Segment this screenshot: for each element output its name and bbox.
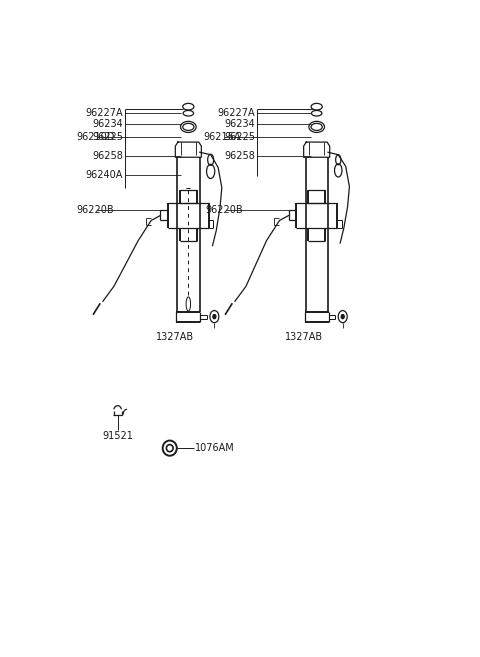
Text: 96258: 96258 [225,150,255,161]
Text: 96234: 96234 [225,120,255,129]
Circle shape [341,315,344,319]
Text: 96225: 96225 [224,132,255,142]
Text: 1327AB: 1327AB [285,332,323,342]
Text: 96225: 96225 [92,132,123,142]
Text: 1327AB: 1327AB [156,332,194,342]
Text: 96210D: 96210D [77,132,115,142]
Text: 96220B: 96220B [77,206,114,215]
Text: 91521: 91521 [102,432,133,442]
Text: 96258: 96258 [92,150,123,161]
Circle shape [213,315,216,319]
Text: 96234: 96234 [93,120,123,129]
Text: 96240A: 96240A [86,170,123,180]
Text: 96220B: 96220B [205,206,243,215]
Text: 96227A: 96227A [217,108,255,118]
Text: 96215A: 96215A [203,132,240,142]
Text: 96227A: 96227A [85,108,123,118]
Text: 1076AM: 1076AM [195,443,235,453]
